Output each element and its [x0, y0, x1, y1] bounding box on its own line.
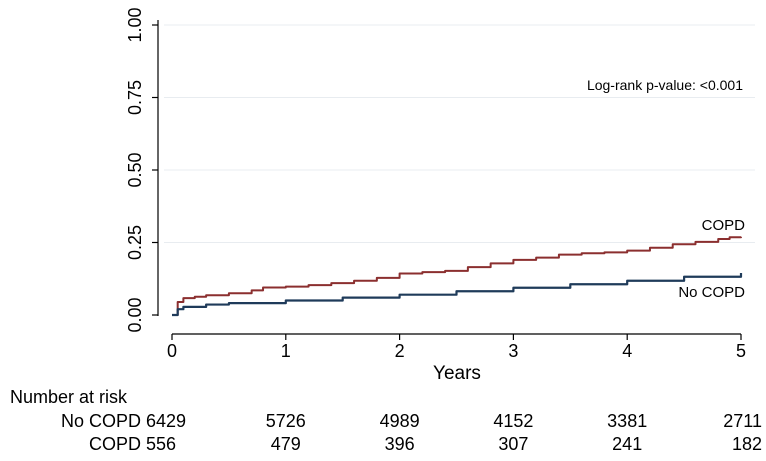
x-tick-label: 3: [508, 341, 518, 361]
risk-value: 4152: [493, 411, 533, 431]
series-label-no-copd: No COPD: [678, 284, 745, 301]
y-tick-label: 0.75: [125, 80, 145, 115]
series-line-copd: [172, 236, 742, 316]
logrank-annotation: Log-rank p-value: <0.001: [587, 77, 743, 93]
risk-value: 2711: [723, 411, 762, 431]
risk-value: 396: [385, 434, 415, 454]
grid-lines: [164, 24, 755, 243]
axes: [152, 20, 742, 340]
risk-value: 3381: [607, 411, 647, 431]
risk-value: 6429: [146, 411, 186, 431]
risk-row-label-no-copd: No COPD: [61, 411, 141, 431]
y-tick-labels: 0.00 0.25 0.50 0.75 1.00: [125, 7, 145, 332]
risk-value: 241: [612, 434, 642, 454]
x-tick-label: 4: [622, 341, 632, 361]
risk-value: 307: [498, 434, 528, 454]
x-tick-labels: 0 1 2 3 4 5: [167, 341, 746, 361]
y-tick-label: 0.00: [125, 297, 145, 332]
x-tick-label: 1: [281, 341, 291, 361]
risk-value: 556: [146, 434, 176, 454]
x-axis-label: Years: [433, 363, 481, 384]
risk-value: 5726: [266, 411, 306, 431]
x-tick-label: 2: [395, 341, 405, 361]
x-tick-label: 0: [167, 341, 177, 361]
y-tick-label: 0.25: [125, 225, 145, 260]
y-tick-label: 1.00: [125, 7, 145, 42]
x-tick-label: 5: [736, 341, 746, 361]
risk-value: 182: [732, 434, 762, 454]
series-lines: [172, 236, 743, 317]
series-line-no-copd: [172, 272, 743, 317]
risk-value: 4989: [380, 411, 420, 431]
series-label-copd: COPD: [702, 217, 746, 234]
risk-value: 479: [271, 434, 301, 454]
risk-table-title: Number at risk: [10, 387, 128, 407]
y-tick-label: 0.50: [125, 152, 145, 187]
risk-table-values: 6429 5726 4989 4152 3381 2711 556 479 396 307 241 1…: [146, 411, 762, 454]
risk-row-label-copd: COPD: [89, 434, 141, 454]
